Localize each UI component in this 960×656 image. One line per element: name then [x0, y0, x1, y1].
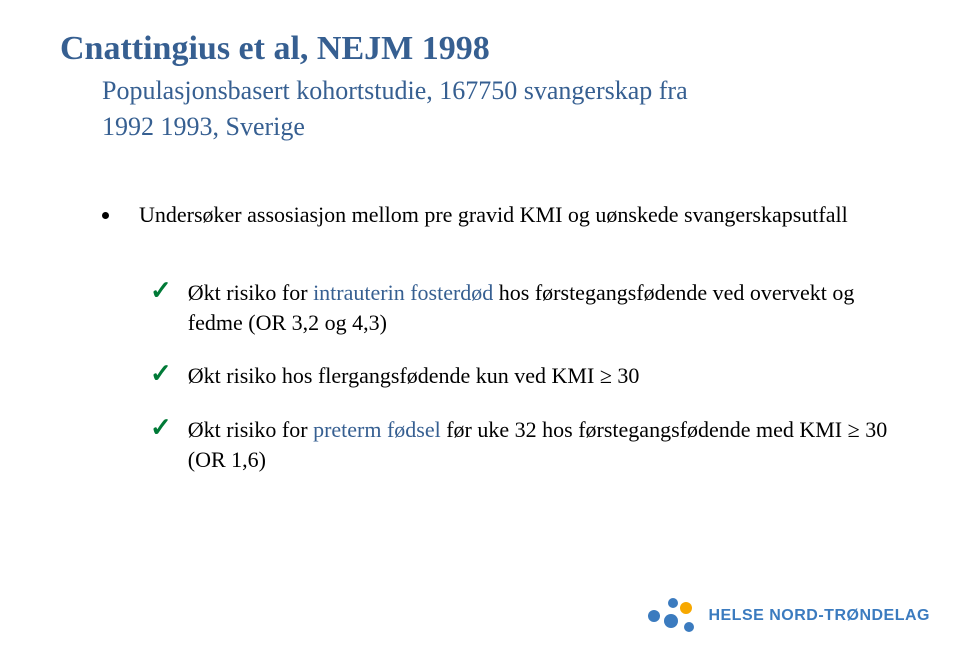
check-icon: ✓ [150, 278, 172, 304]
slide-subtitle-line1: Populasjonsbasert kohortstudie, 167750 s… [60, 76, 900, 106]
logo-text: HELSE NORD-TRØNDELAG [708, 607, 930, 625]
slide-title: Cnattingius et al, NEJM 1998 [60, 30, 900, 68]
main-bullet: Undersøker assosiasjon mellom pre gravid… [60, 202, 900, 228]
check-list: ✓ Økt risiko for intrauterin fosterdød h… [60, 278, 900, 474]
check-text: Økt risiko for preterm fødsel før uke 32… [188, 415, 900, 474]
check-pre: Økt risiko for [188, 280, 313, 305]
check-item: ✓ Økt risiko for intrauterin fosterdød h… [150, 278, 900, 337]
check-item: ✓ Økt risiko hos flergangsfødende kun ve… [150, 361, 900, 391]
logo-dot [680, 602, 692, 614]
check-item: ✓ Økt risiko for preterm fødsel før uke … [150, 415, 900, 474]
check-highlight: preterm fødsel [313, 417, 441, 442]
logo-dots-icon [648, 596, 698, 636]
check-text: Økt risiko for intrauterin fosterdød hos… [188, 278, 900, 337]
check-text: Økt risiko hos flergangsfødende kun ved … [188, 361, 640, 391]
check-pre: Økt risiko for [188, 417, 313, 442]
check-pre: Økt risiko hos flergangsfødende kun ved … [188, 363, 640, 388]
main-bullet-text: Undersøker assosiasjon mellom pre gravid… [139, 202, 848, 228]
logo-dot [664, 614, 678, 628]
check-icon: ✓ [150, 361, 172, 387]
logo-dot [648, 610, 660, 622]
helse-logo: HELSE NORD-TRØNDELAG [648, 596, 930, 636]
logo-dot [684, 622, 694, 632]
slide-subtitle-line2: 1992 1993, Sverige [60, 112, 900, 142]
logo-dot [668, 598, 678, 608]
check-highlight: intrauterin fosterdød [313, 280, 493, 305]
check-icon: ✓ [150, 415, 172, 441]
bullet-marker [102, 212, 109, 219]
